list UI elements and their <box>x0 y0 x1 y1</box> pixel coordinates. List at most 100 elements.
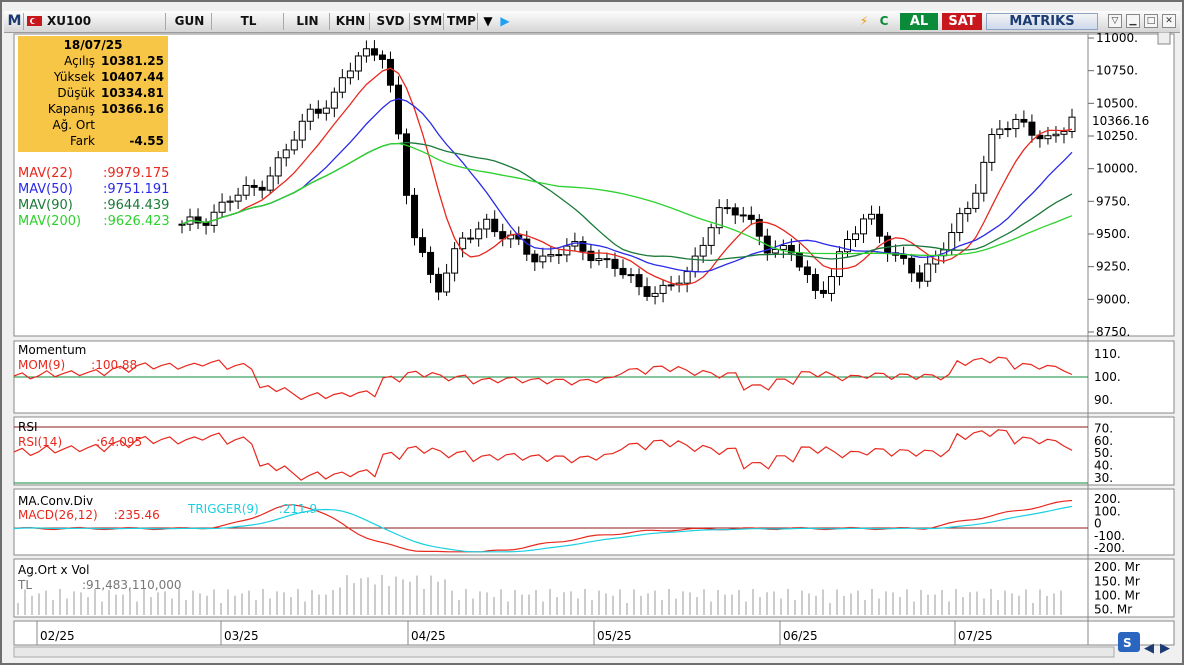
legend-mav50: MAV(50) :9751.191 <box>18 182 170 197</box>
price-series <box>178 40 1076 305</box>
symbol-field[interactable]: XU100 <box>44 13 166 30</box>
candle-body <box>435 273 443 293</box>
macd-tick-label: 100. <box>1094 504 1121 518</box>
candle-body <box>996 128 1004 136</box>
macd-tick-label: 0 <box>1094 517 1102 531</box>
nav-icons[interactable]: S ◀ ▶ <box>1118 632 1170 656</box>
rsi-tick-label: 30. <box>1094 471 1113 485</box>
candle-body <box>314 108 322 114</box>
scale-button[interactable]: LIN <box>286 13 330 30</box>
candle-body <box>747 214 755 220</box>
candle-body <box>948 232 956 251</box>
price-tick-label: 11000. <box>1096 32 1138 45</box>
candle-body <box>234 194 242 202</box>
minimize-icon[interactable]: ▁ <box>1126 14 1140 28</box>
symbol-button[interactable]: SYM <box>412 13 444 30</box>
template-button[interactable]: TMP <box>446 13 478 30</box>
dropdown-arrow-icon[interactable]: ▼ <box>483 14 493 28</box>
candle-body <box>956 213 964 234</box>
twitter-icon[interactable]: ▶ <box>500 14 510 28</box>
candle-body <box>378 54 386 60</box>
maximize-icon[interactable]: □ <box>1144 14 1158 28</box>
currency-button[interactable]: TL <box>214 13 284 30</box>
candle-body <box>555 254 563 257</box>
date-label: 03/25 <box>224 629 259 643</box>
ohlc-change: Fark -4.55 <box>69 134 164 148</box>
rsi-tick-label: 40. <box>1094 459 1113 473</box>
price-tick-label: 9250. <box>1096 260 1130 274</box>
candle-body <box>1044 135 1052 140</box>
momentum-legend: MOM(9):100.88 <box>18 358 138 372</box>
candle-body <box>491 218 499 233</box>
volume-tick-label: 150. Mr <box>1094 574 1140 588</box>
trigger-line <box>13 505 1073 553</box>
ohlc-box: 18/07/25 Açılış 10381.25 Yüksek 10407.44 D… <box>18 36 168 152</box>
volume-panel <box>13 558 1175 618</box>
period-button[interactable]: GUN <box>168 13 212 30</box>
candle-body <box>218 201 226 213</box>
dropdown-icon[interactable]: ▽ <box>1108 14 1122 28</box>
candle-body <box>338 77 346 93</box>
candle-body <box>715 207 723 229</box>
lightning-icon[interactable]: ⚡ <box>859 14 869 28</box>
candle-body <box>755 218 763 237</box>
candle-body <box>980 161 988 194</box>
chart-type-button[interactable]: KHN <box>332 13 370 30</box>
macd-legend: MACD(26,12):235.46 <box>18 508 160 522</box>
app-menu-button[interactable]: M <box>6 13 24 30</box>
candle-body <box>643 286 651 297</box>
candle-body <box>354 55 362 72</box>
buy-button[interactable]: AL <box>900 13 938 30</box>
mav-line-3 <box>181 142 1073 257</box>
trigger-legend: TRIGGER(9):211.9 <box>188 502 318 516</box>
last-price-label: 10366.16 <box>1092 114 1149 128</box>
candle-body <box>523 238 531 255</box>
chart-canvas[interactable]: 11000. 10750. 10500. 10250. 10000. 9750. 9500.… <box>2 32 1182 667</box>
date-label: 05/25 <box>597 629 632 643</box>
candle-body <box>627 274 635 277</box>
candle-body <box>868 213 876 220</box>
candle-body <box>266 175 274 191</box>
candle-body <box>827 276 835 294</box>
candle-body <box>250 184 258 188</box>
close-icon[interactable]: ✕ <box>1162 14 1176 28</box>
candle-body <box>860 218 868 235</box>
sell-button[interactable]: SAT <box>942 13 982 30</box>
rsi-line <box>13 429 1073 481</box>
candle-body <box>282 149 290 159</box>
candle-body <box>226 200 234 203</box>
candle-body <box>394 84 402 135</box>
candle-body <box>916 272 924 282</box>
save-button[interactable]: SVD <box>372 13 410 30</box>
flag-icon <box>26 13 44 30</box>
scroll-up-icon[interactable] <box>1157 32 1171 45</box>
volume-legend: TL:91,483,110,000 <box>18 578 182 592</box>
candle-body <box>202 222 210 226</box>
candle-body <box>723 207 731 210</box>
horizontal-scrollbar[interactable] <box>13 646 1115 658</box>
candle-body <box>443 272 451 293</box>
rsi-legend: RSI(14):64.095 <box>18 435 143 449</box>
date-label: 07/25 <box>958 629 993 643</box>
rsi-panel <box>13 416 1175 486</box>
candle-body <box>483 218 491 230</box>
candle-body <box>659 284 667 294</box>
candle-body <box>1028 121 1036 136</box>
candle-body <box>683 271 691 284</box>
candle-body <box>603 258 611 261</box>
candle-body <box>819 289 827 294</box>
refresh-icon[interactable]: C <box>879 14 889 28</box>
legend-mav200: MAV(200) :9626.423 <box>18 214 170 229</box>
momentum-tick-label: 100. <box>1094 370 1121 384</box>
candle-body <box>884 235 892 254</box>
ohlc-avg: Ağ. Ort <box>52 118 95 132</box>
candle-body <box>210 211 218 226</box>
candle-body <box>835 251 843 278</box>
toolbar: M XU100 GUN TL LIN KHN SVD SYM TMP ▼ ▶ ⚡… <box>4 11 1180 33</box>
candle-body <box>908 257 916 274</box>
candle-body <box>330 91 338 109</box>
price-panel <box>13 33 1175 337</box>
candle-body <box>290 139 298 151</box>
ohlc-high: Yüksek 10407.44 <box>53 70 164 84</box>
candle-body <box>707 227 715 246</box>
